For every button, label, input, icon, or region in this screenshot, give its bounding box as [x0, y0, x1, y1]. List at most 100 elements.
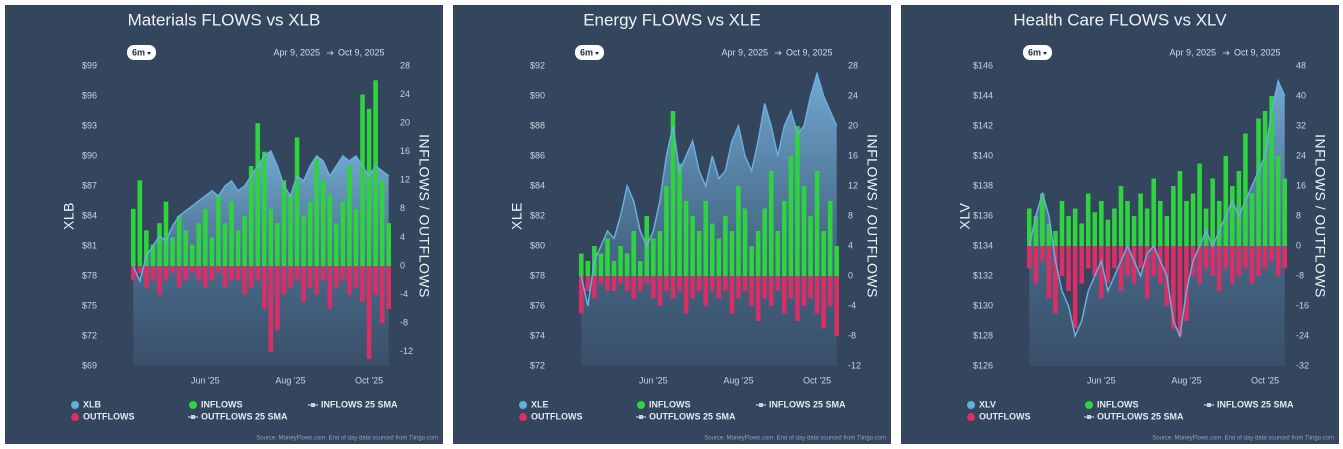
legend-label[interactable]: INFLOWS 25 SMA [1217, 399, 1294, 409]
flow-bar [1046, 246, 1052, 299]
flow-bar [1085, 193, 1091, 246]
flow-bar [229, 266, 234, 281]
flow-bar [1223, 156, 1229, 246]
chart-title: Energy FLOWS vs XLE [583, 10, 761, 29]
flow-bar [736, 276, 741, 299]
date-arrow [1223, 50, 1230, 56]
flow-bar [1236, 246, 1242, 276]
legend-label[interactable]: XLE [531, 399, 549, 409]
range-button[interactable]: 6m [127, 45, 156, 60]
flow-bar [288, 194, 293, 266]
flow-bar [176, 216, 182, 266]
flow-bar [1099, 246, 1104, 299]
y2-tick-label: -16 [1296, 300, 1309, 310]
y-tick-label: $93 [82, 120, 97, 130]
legend-label[interactable]: INFLOWS 25 SMA [769, 399, 846, 409]
legend-label[interactable]: OUTFLOWS [979, 411, 1031, 421]
legend-label[interactable]: INFLOWS [1097, 399, 1139, 409]
flow-bar [1151, 178, 1157, 246]
flow-bar [1151, 246, 1157, 276]
flow-bar [723, 216, 728, 276]
legend-label[interactable]: OUTFLOWS 25 SMA [1097, 411, 1184, 421]
flow-bar [1269, 96, 1274, 246]
start-date: Apr 9, 2025 [1169, 47, 1216, 57]
flow-bar [1040, 246, 1045, 261]
start-date: Apr 9, 2025 [721, 47, 768, 57]
flow-bar [1269, 246, 1274, 261]
legend-label[interactable]: INFLOWS 25 SMA [321, 399, 398, 409]
flow-bar [307, 201, 313, 266]
price-area-fill [1029, 81, 1285, 366]
legend-marker [639, 415, 643, 419]
flow-bar [150, 244, 156, 266]
y2-tick-label: 0 [848, 270, 853, 280]
y-tick-label: $72 [82, 330, 97, 340]
y2-tick-label: 24 [400, 89, 410, 99]
flow-bar [1112, 208, 1117, 246]
flow-bar [690, 276, 695, 299]
y2-tick-label: -12 [400, 346, 413, 356]
flow-bar [275, 223, 280, 266]
flow-bar [1157, 246, 1163, 284]
legend-label[interactable]: XLV [979, 399, 996, 409]
x-tick-label: Jun '25 [191, 375, 220, 385]
flow-bar [222, 223, 228, 266]
flow-bar [301, 216, 306, 266]
y2-axis-title: INFLOWS / OUTFLOWS [864, 134, 880, 298]
legend-marker [71, 401, 79, 409]
legend-label[interactable]: OUTFLOWS 25 SMA [649, 411, 736, 421]
flow-bar [340, 201, 346, 266]
flow-bar [1157, 201, 1163, 246]
flow-bar [235, 230, 241, 266]
flow-bar [585, 261, 591, 276]
flow-bar [1131, 246, 1137, 284]
legend-label[interactable]: OUTFLOWS [83, 411, 135, 421]
flow-bar [696, 276, 702, 291]
legend-label[interactable]: XLB [83, 399, 102, 409]
legend-label[interactable]: INFLOWS [201, 399, 243, 409]
y-axis-title: XLB [61, 202, 77, 230]
y2-tick-label: -8 [848, 330, 856, 340]
flow-bar [1223, 246, 1229, 269]
flow-bar [1079, 246, 1084, 284]
flow-bar [1243, 133, 1248, 246]
flow-bar [373, 80, 378, 267]
flow-bar [709, 276, 715, 291]
y2-tick-label: 16 [1296, 180, 1306, 190]
range-button[interactable]: 6m [1023, 45, 1052, 60]
range-button-caret [1043, 52, 1047, 55]
chart-panel: Materials FLOWS vs XLB 6m Apr 9, 2025 Oct 9… [5, 5, 443, 444]
x-tick-label: Aug '25 [723, 375, 753, 385]
legend-marker [71, 413, 79, 421]
legend-label[interactable]: OUTFLOWS [531, 411, 583, 421]
flow-bar [703, 201, 709, 276]
x-tick-label: Jun '25 [1087, 375, 1116, 385]
range-button[interactable]: 6m [575, 45, 604, 60]
flow-bar [170, 266, 175, 274]
flow-bar [795, 276, 800, 321]
flow-bar [248, 266, 254, 288]
flow-bar [605, 238, 610, 276]
flow-bar [703, 276, 709, 306]
flow-bar [834, 246, 840, 276]
flow-bar [762, 208, 767, 276]
legend-label[interactable]: OUTFLOWS 25 SMA [201, 411, 288, 421]
range-button-bg [1023, 45, 1052, 60]
flow-bar [1249, 246, 1255, 284]
y2-tick-label: -8 [400, 318, 408, 328]
range-button-label: 6m [580, 47, 593, 57]
flow-bar [670, 276, 676, 299]
flow-bar [611, 276, 617, 291]
flow-bar [1105, 246, 1111, 284]
flow-bar [657, 231, 663, 276]
y2-axis-title: INFLOWS / OUTFLOWS [416, 134, 432, 298]
flow-bar [301, 266, 306, 302]
flow-bar [235, 266, 241, 281]
flow-bar [723, 276, 728, 291]
legend-label[interactable]: INFLOWS [649, 399, 691, 409]
y-tick-label: $140 [973, 150, 993, 160]
flow-bar [1046, 223, 1052, 246]
flow-bar [598, 276, 604, 284]
flow-bar [1040, 193, 1045, 246]
flow-bar [1092, 246, 1098, 276]
